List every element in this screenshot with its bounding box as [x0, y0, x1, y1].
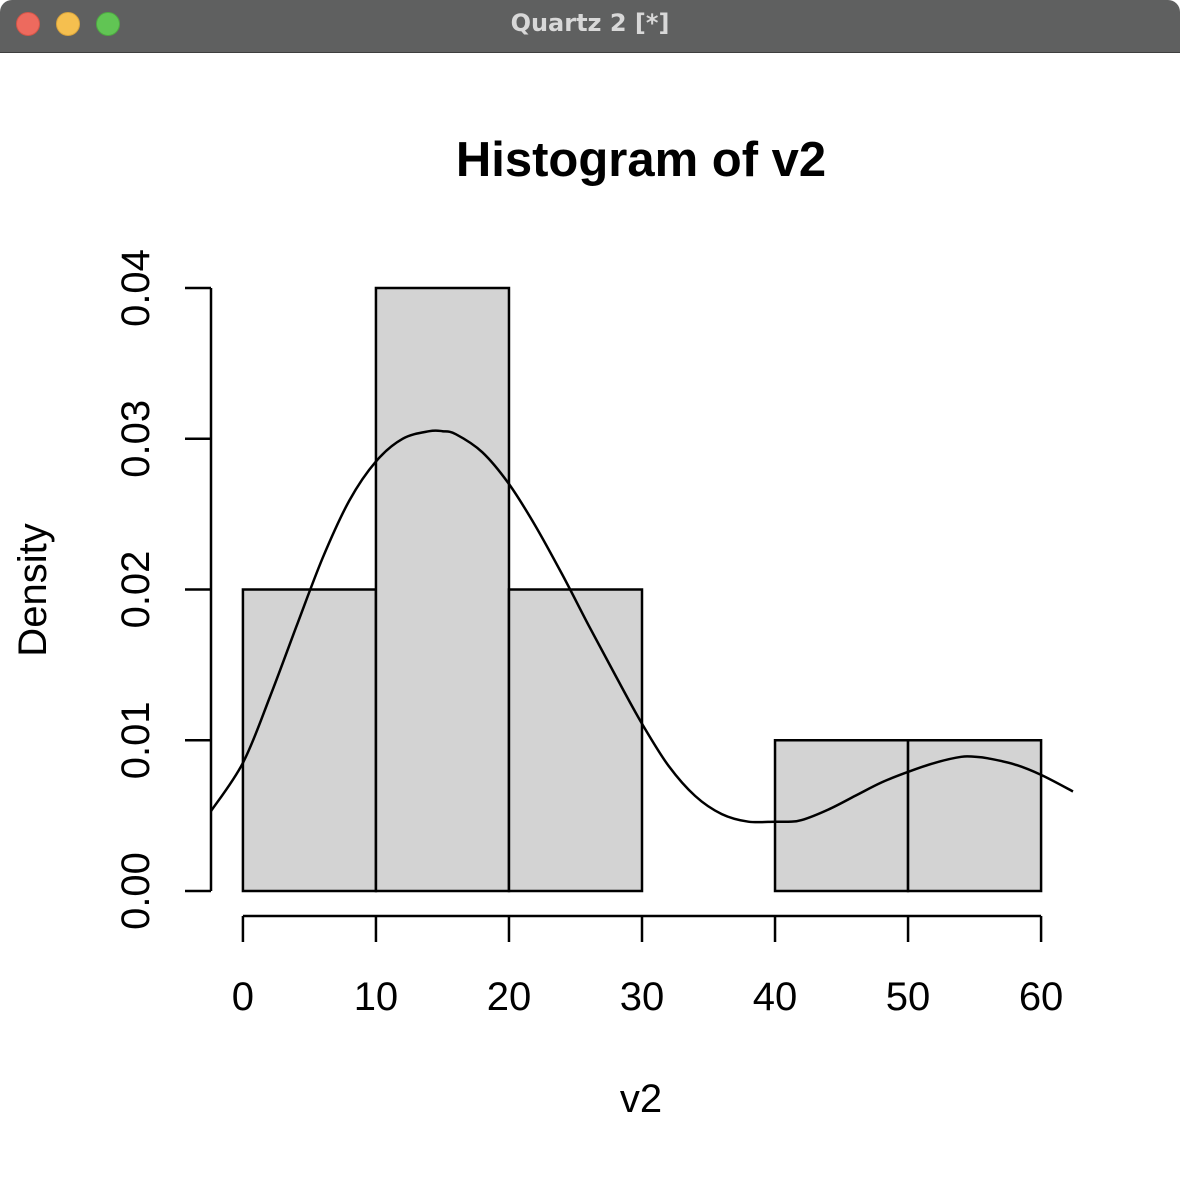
- x-tick-label: 10: [354, 975, 399, 1019]
- title-bar[interactable]: Quartz 2 [*]: [0, 0, 1180, 53]
- histogram-bar: [906, 739, 1043, 893]
- histogram-chart: Histogram of v2 v2 Density 0 10 20 30 40 50 60…: [11, 133, 1074, 1121]
- x-tick-label: 40: [753, 975, 798, 1019]
- density-curve-group: [209, 429, 1074, 824]
- minimize-window-button[interactable]: [56, 12, 80, 36]
- plot-area: Histogram of v2 v2 Density 0 10 20 30 40 50 60…: [0, 53, 1180, 1178]
- x-axis-label: v2: [620, 1077, 662, 1121]
- chart-title: Histogram of v2: [456, 133, 826, 187]
- histogram-bars: [241, 286, 1043, 893]
- x-tick-label: 50: [886, 975, 931, 1019]
- histogram-bar: [507, 588, 644, 893]
- window-title: Quartz 2 [*]: [510, 9, 670, 37]
- zoom-window-button[interactable]: [96, 12, 120, 36]
- x-axis: 0 10 20 30 40 50 60: [232, 914, 1064, 1019]
- y-tick-label: 0.01: [114, 701, 158, 779]
- histogram-bar: [241, 588, 378, 893]
- y-tick-label: 0.04: [114, 249, 158, 327]
- y-axis: 0.00 0.01 0.02 0.03 0.04: [114, 249, 213, 930]
- y-tick-label: 0.03: [114, 400, 158, 478]
- y-tick-label: 0.02: [114, 551, 158, 629]
- close-window-button[interactable]: [16, 12, 40, 36]
- histogram-bar: [374, 286, 511, 893]
- y-axis-label: Density: [11, 523, 55, 656]
- x-tick-label: 60: [1019, 975, 1064, 1019]
- histogram-bar: [773, 739, 910, 893]
- x-tick-label: 0: [232, 975, 254, 1019]
- density-curve: [209, 429, 1074, 824]
- y-tick-label: 0.00: [114, 852, 158, 930]
- x-tick-label: 20: [487, 975, 532, 1019]
- x-tick-label: 30: [620, 975, 665, 1019]
